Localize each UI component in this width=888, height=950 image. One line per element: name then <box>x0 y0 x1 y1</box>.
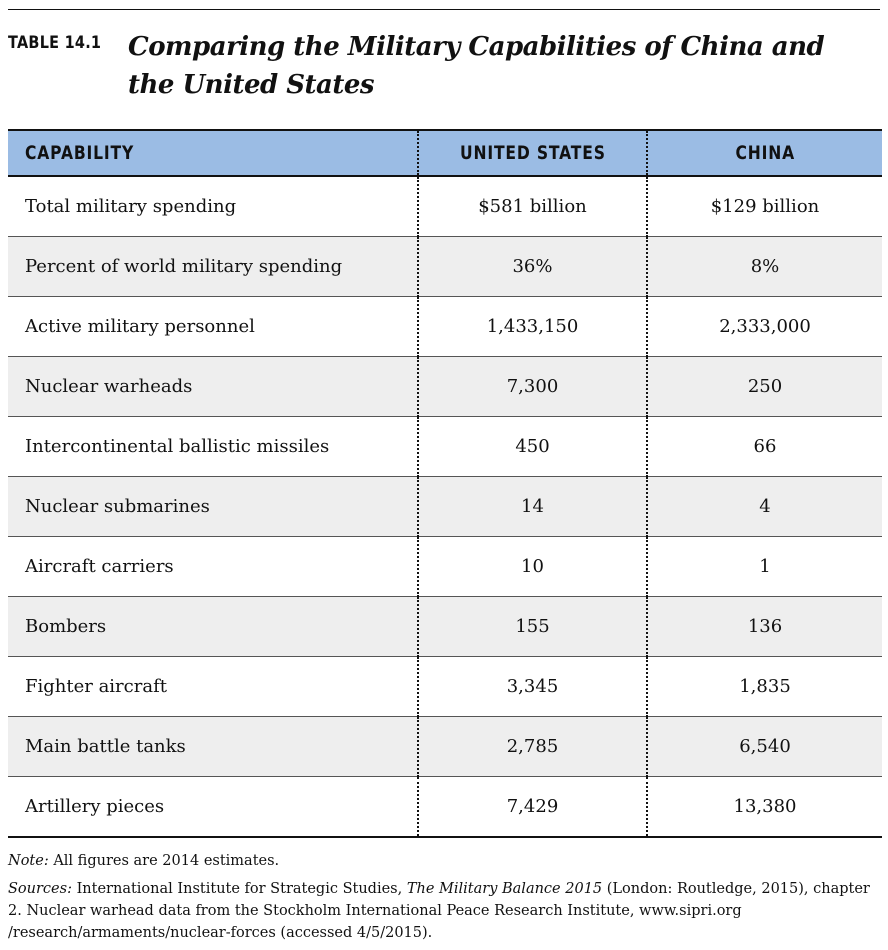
table-notes: Note: All figures are 2014 estimates. So… <box>8 850 882 944</box>
table-number: TABLE 14.1 <box>8 33 102 53</box>
china-value-cell: 1,835 <box>646 656 882 717</box>
us-value-cell: 2,785 <box>417 716 647 777</box>
sources: Sources: International Institute for Str… <box>8 878 882 944</box>
capability-cell: Nuclear submarines <box>8 476 418 537</box>
table-row: Total military spending $581 billion $12… <box>8 176 882 237</box>
table-row: Aircraft carriers 10 1 <box>8 536 882 597</box>
capability-cell: Intercontinental ballistic missiles <box>8 416 418 477</box>
note-label: Note: <box>8 853 49 869</box>
table-row: Nuclear submarines 14 4 <box>8 476 882 537</box>
table-title-line-2: the United States <box>128 70 375 100</box>
top-rule <box>8 9 880 10</box>
table-row: Intercontinental ballistic missiles 450 … <box>8 416 882 477</box>
china-value-cell: 66 <box>646 416 882 477</box>
capabilities-table: CAPABILITY UNITED STATES CHINA Total mil… <box>8 129 882 838</box>
china-value-cell: 8% <box>646 236 882 297</box>
sources-text: International Institute for Strategic St… <box>71 881 407 897</box>
capability-cell: Aircraft carriers <box>8 536 418 597</box>
capability-cell: Artillery pieces <box>8 776 418 838</box>
china-value-cell: 6,540 <box>646 716 882 777</box>
table-row: Fighter aircraft 3,345 1,835 <box>8 656 882 717</box>
us-value-cell: 450 <box>417 416 647 477</box>
china-value-cell: 136 <box>646 596 882 657</box>
table-row: Active military personnel 1,433,150 2,33… <box>8 296 882 357</box>
us-value-cell: 36% <box>417 236 647 297</box>
capability-cell: Percent of world military spending <box>8 236 418 297</box>
us-value-cell: $581 billion <box>417 176 647 237</box>
note: Note: All figures are 2014 estimates. <box>8 850 882 872</box>
table-row: Artillery pieces 7,429 13,380 <box>8 776 882 838</box>
china-value-cell: 1 <box>646 536 882 597</box>
us-value-cell: 14 <box>417 476 647 537</box>
china-value-cell: 13,380 <box>646 776 882 838</box>
capability-cell: Bombers <box>8 596 418 657</box>
china-value-cell: 2,333,000 <box>646 296 882 357</box>
us-value-cell: 155 <box>417 596 647 657</box>
table-title: Comparing the Military Capabilities of C… <box>128 28 848 104</box>
table-row: Percent of world military spending 36% 8… <box>8 236 882 297</box>
note-text: All figures are 2014 estimates. <box>48 853 280 869</box>
table-title-line-1: Comparing the Military Capabilities of C… <box>128 32 825 62</box>
table-row: Bombers 155 136 <box>8 596 882 657</box>
capability-cell: Main battle tanks <box>8 716 418 777</box>
header-row: CAPABILITY UNITED STATES CHINA <box>8 129 882 177</box>
header-capability: CAPABILITY <box>8 129 418 177</box>
capability-cell: Total military spending <box>8 176 418 237</box>
sources-text-continued: (London: Routledge, 2015), chapter 2. Nu… <box>8 881 870 941</box>
header-china: CHINA <box>646 129 882 177</box>
us-value-cell: 10 <box>417 536 647 597</box>
us-value-cell: 7,300 <box>417 356 647 417</box>
us-value-cell: 3,345 <box>417 656 647 717</box>
sources-publication: The Military Balance 2015 <box>406 881 603 897</box>
china-value-cell: 4 <box>646 476 882 537</box>
china-value-cell: 250 <box>646 356 882 417</box>
table-row: Nuclear warheads 7,300 250 <box>8 356 882 417</box>
capability-cell: Nuclear warheads <box>8 356 418 417</box>
header-united-states: UNITED STATES <box>417 129 647 177</box>
sources-label: Sources: <box>8 881 72 897</box>
us-value-cell: 7,429 <box>417 776 647 838</box>
capability-cell: Active military personnel <box>8 296 418 357</box>
capability-cell: Fighter aircraft <box>8 656 418 717</box>
us-value-cell: 1,433,150 <box>417 296 647 357</box>
china-value-cell: $129 billion <box>646 176 882 237</box>
table-row: Main battle tanks 2,785 6,540 <box>8 716 882 777</box>
